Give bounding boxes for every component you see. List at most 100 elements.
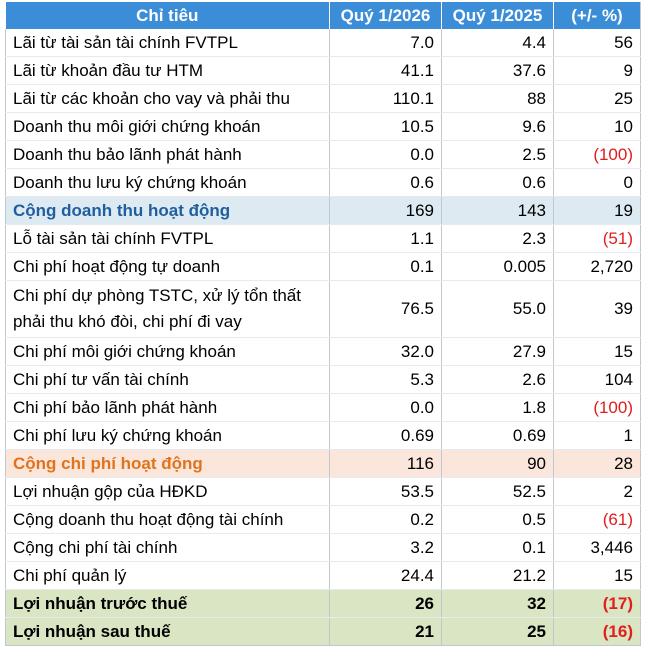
value-q1-2025: 90: [441, 449, 554, 478]
table-row: Cộng doanh thu hoạt động tài chính 0.2 0.5…: [5, 505, 641, 534]
table-row: Cộng chi phí tài chính 3.2 0.1 3,446: [5, 533, 641, 562]
value-q1-2026: 0.2: [329, 505, 442, 534]
value-change: (100): [553, 393, 641, 422]
value-q1-2025: 27.9: [441, 337, 554, 366]
value-q1-2026: 41.1: [329, 56, 442, 85]
value-q1-2025: 0.6: [441, 168, 554, 197]
value-change: 39: [553, 280, 641, 338]
value-q1-2025: 55.0: [441, 280, 554, 338]
row-label: Doanh thu bảo lãnh phát hành: [5, 140, 330, 169]
value-q1-2026: 7.0: [329, 29, 442, 57]
row-label: Doanh thu lưu ký chứng khoán: [5, 168, 330, 197]
table-row: Lãi từ các khoản cho vay và phải thu 110.…: [5, 84, 641, 113]
value-q1-2025: 0.1: [441, 533, 554, 562]
value-q1-2026: 10.5: [329, 112, 442, 141]
table-row: Lãi từ khoản đầu tư HTM 41.1 37.6 9: [5, 56, 641, 85]
value-q1-2026: 0.1: [329, 252, 442, 281]
value-change: 2: [553, 477, 641, 506]
row-label: Chi phí hoạt động tự doanh: [5, 252, 330, 281]
row-label: Chi phí bảo lãnh phát hành: [5, 393, 330, 422]
row-label: Lãi từ các khoản cho vay và phải thu: [5, 84, 330, 113]
value-change: (16): [553, 617, 641, 646]
value-change: 1: [553, 421, 641, 450]
value-q1-2026: 0.0: [329, 140, 442, 169]
value-q1-2026: 1.1: [329, 224, 442, 253]
value-change: 25: [553, 84, 641, 113]
header-change: (+/- %): [553, 2, 641, 29]
table-row: Chi phí dự phòng TSTC, xử lý tổn thất ph…: [5, 280, 641, 338]
value-change: (17): [553, 589, 641, 618]
value-q1-2026: 5.3: [329, 365, 442, 394]
subtotal-row-revenue: Cộng doanh thu hoạt động 169 143 19: [5, 196, 641, 225]
value-change: 15: [553, 561, 641, 590]
profit-row-aftertax: Lợi nhuận sau thuế 21 25 (16): [5, 617, 641, 646]
row-label: Chi phí lưu ký chứng khoán: [5, 421, 330, 450]
value-change: (51): [553, 224, 641, 253]
value-change: 56: [553, 29, 641, 57]
row-label: Cộng doanh thu hoạt động: [5, 196, 330, 225]
row-label: Lợi nhuận gộp của HĐKD: [5, 477, 330, 506]
table-row: Chi phí quản lý 24.4 21.2 15: [5, 561, 641, 590]
value-q1-2025: 2.5: [441, 140, 554, 169]
value-q1-2025: 0.5: [441, 505, 554, 534]
table-row: Lỗ tài sản tài chính FVTPL 1.1 2.3 (51): [5, 224, 641, 253]
table-row: Doanh thu bảo lãnh phát hành 0.0 2.5 (100): [5, 140, 641, 169]
value-q1-2026: 0.69: [329, 421, 442, 450]
header-q1-2025: Quý 1/2025: [441, 2, 554, 29]
value-change: 19: [553, 196, 641, 225]
table-row: Doanh thu môi giới chứng khoán 10.5 9.6 10: [5, 112, 641, 141]
table-row: Chi phí tư vấn tài chính 5.3 2.6 104: [5, 365, 641, 394]
value-q1-2025: 2.3: [441, 224, 554, 253]
table-row: Chi phí lưu ký chứng khoán 0.69 0.69 1: [5, 421, 641, 450]
value-change: 15: [553, 337, 641, 366]
row-label: Chi phí môi giới chứng khoán: [5, 337, 330, 366]
value-q1-2025: 88: [441, 84, 554, 113]
value-change: 2,720: [553, 252, 641, 281]
value-q1-2025: 1.8: [441, 393, 554, 422]
value-q1-2026: 76.5: [329, 280, 442, 338]
value-q1-2025: 21.2: [441, 561, 554, 590]
row-label: Lỗ tài sản tài chính FVTPL: [5, 224, 330, 253]
value-q1-2025: 52.5: [441, 477, 554, 506]
value-q1-2025: 32: [441, 589, 554, 618]
value-q1-2025: 4.4: [441, 29, 554, 57]
value-q1-2026: 53.5: [329, 477, 442, 506]
table-row: Chi phí bảo lãnh phát hành 0.0 1.8 (100): [5, 393, 641, 422]
value-q1-2026: 26: [329, 589, 442, 618]
table-row: Chi phí hoạt động tự doanh 0.1 0.005 2,720: [5, 252, 641, 281]
row-label: Chi phí tư vấn tài chính: [5, 365, 330, 394]
value-q1-2025: 37.6: [441, 56, 554, 85]
row-label: Lãi từ khoản đầu tư HTM: [5, 56, 330, 85]
value-q1-2025: 0.69: [441, 421, 554, 450]
table-body: Lãi từ tài sản tài chính FVTPL 7.0 4.4 56 L…: [5, 29, 641, 646]
value-change: 9: [553, 56, 641, 85]
table-header: Chỉ tiêu Quý 1/2026 Quý 1/2025 (+/- %): [5, 2, 641, 29]
row-label: Doanh thu môi giới chứng khoán: [5, 112, 330, 141]
financial-results-table: Chỉ tiêu Quý 1/2026 Quý 1/2025 (+/- %) L…: [5, 2, 641, 646]
row-label: Lợi nhuận trước thuế: [5, 589, 330, 618]
value-q1-2026: 110.1: [329, 84, 442, 113]
row-label: Lợi nhuận sau thuế: [5, 617, 330, 646]
value-q1-2025: 9.6: [441, 112, 554, 141]
row-label: Lãi từ tài sản tài chính FVTPL: [5, 29, 330, 57]
value-q1-2026: 0.6: [329, 168, 442, 197]
value-change: 104: [553, 365, 641, 394]
value-change: 3,446: [553, 533, 641, 562]
table-row: Chi phí môi giới chứng khoán 32.0 27.9 15: [5, 337, 641, 366]
value-q1-2026: 24.4: [329, 561, 442, 590]
value-change: (61): [553, 505, 641, 534]
row-label: Cộng chi phí tài chính: [5, 533, 330, 562]
row-label: Cộng chi phí hoạt động: [5, 449, 330, 478]
profit-row-pretax: Lợi nhuận trước thuế 26 32 (17): [5, 589, 641, 618]
value-q1-2025: 2.6: [441, 365, 554, 394]
table-row: Doanh thu lưu ký chứng khoán 0.6 0.6 0: [5, 168, 641, 197]
subtotal-row-costs: Cộng chi phí hoạt động 116 90 28: [5, 449, 641, 478]
value-q1-2026: 116: [329, 449, 442, 478]
value-q1-2026: 3.2: [329, 533, 442, 562]
row-label: Cộng doanh thu hoạt động tài chính: [5, 505, 330, 534]
value-q1-2026: 21: [329, 617, 442, 646]
table-row: Lợi nhuận gộp của HĐKD 53.5 52.5 2: [5, 477, 641, 506]
table-row: Lãi từ tài sản tài chính FVTPL 7.0 4.4 56: [5, 29, 641, 57]
value-change: (100): [553, 140, 641, 169]
